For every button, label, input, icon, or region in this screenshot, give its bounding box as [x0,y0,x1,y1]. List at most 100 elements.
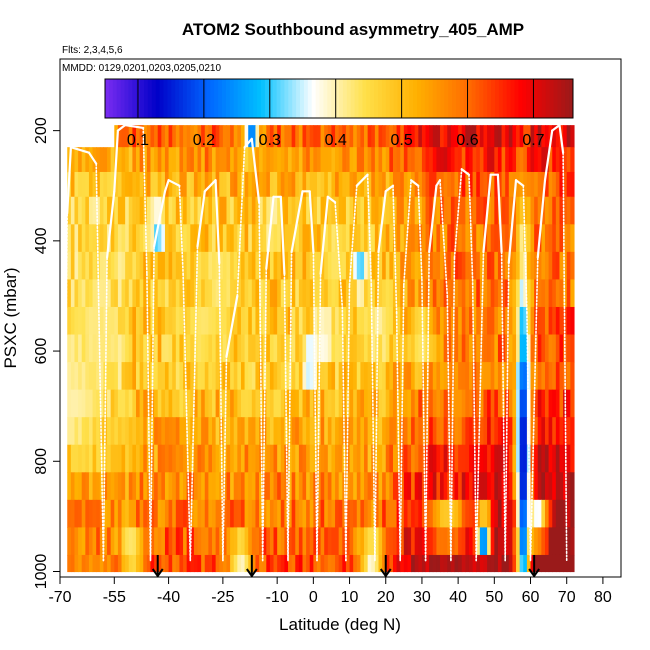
heatmap-cell [487,554,492,573]
heatmap-cell [447,251,452,281]
heatmap-cell [421,125,427,148]
heatmap-cell [327,224,333,253]
heatmap-cell [139,171,144,198]
heatmap-cell [128,472,133,501]
heatmap-cell [295,334,300,363]
heatmap-cell [432,362,438,391]
heatmap-cell [327,499,333,528]
heatmap-cell [313,251,318,281]
heatmap-cell [306,306,311,336]
heatmap-cell [570,251,575,281]
heatmap-cell [523,444,528,473]
heatmap-cell [505,306,510,336]
heatmap-cell [183,251,188,281]
heatmap-cell [555,171,561,198]
heatmap-cell [110,527,115,556]
heatmap-cell [175,224,181,253]
heatmap-cell [157,499,162,528]
heatmap-cell [193,444,199,473]
heatmap-cell [204,279,209,308]
heatmap-cell [360,125,365,148]
heatmap-cell [534,224,539,253]
heatmap-cell [472,527,477,556]
heatmap-cell [251,306,257,336]
heatmap-cell [175,472,181,501]
heatmap-cell [356,499,362,528]
heatmap-cell [331,147,336,173]
heatmap-cell [411,472,416,501]
heatmap-cell [74,444,79,473]
heatmap-cell [88,554,94,573]
heatmap-cell [309,306,314,336]
heatmap-cell [316,196,322,225]
heatmap-cell [219,527,224,556]
heatmap-cell [132,279,137,308]
heatmap-cell [320,306,325,336]
heatmap-cell [222,334,228,363]
heatmap-cell [88,147,94,173]
heatmap-cell [291,251,296,281]
heatmap-cell [345,279,351,308]
colorbar-swatch [561,79,566,118]
heatmap-cell [505,147,510,173]
heatmap-cell [237,499,242,528]
heatmap-cell [490,389,495,418]
heatmap-cell [479,472,485,501]
heatmap-cell [193,499,199,528]
heatmap-cell [266,147,271,173]
heatmap-cell [244,334,249,363]
heatmap-cell [316,472,322,501]
heatmap-cell [429,389,434,418]
heatmap-cell [385,251,390,281]
heatmap-cell [327,196,333,225]
heatmap-cell [110,224,115,253]
flight-track-segment [562,151,568,562]
heatmap-cell [136,389,141,418]
colorbar-swatch [565,79,570,118]
heatmap-cell [262,224,267,253]
heatmap-cell [392,389,398,418]
heatmap-cell [382,251,387,281]
heatmap-cell [407,417,412,446]
heatmap-cell [313,171,318,198]
heatmap-cell [555,251,561,281]
heatmap-cell [559,147,564,173]
heatmap-cell [280,417,285,446]
heatmap-cell [559,444,564,473]
heatmap-cell [164,417,170,446]
heatmap-cell [385,224,390,253]
heatmap-cell [331,251,336,281]
heatmap-cell [81,279,86,308]
heatmap-cell [338,196,343,225]
heatmap-cell [400,444,405,473]
heatmap-cell [125,224,130,253]
heatmap-cell [92,499,97,528]
heatmap-cell [121,279,126,308]
heatmap-cell [324,147,329,173]
heatmap-cell [487,472,492,501]
heatmap-cell [519,334,524,363]
heatmap-cell [302,251,307,281]
heatmap-cell [298,362,304,391]
heatmap-cell [280,171,285,198]
heatmap-cell [219,279,224,308]
heatmap-cell [403,444,409,473]
heatmap-cell [190,147,195,173]
heatmap-cell [240,472,246,501]
heatmap-cell [230,279,235,308]
heatmap-cell [204,306,209,336]
heatmap-cell [371,251,376,281]
heatmap-cell [313,527,318,556]
heatmap-cell [440,147,445,173]
heatmap-cell [193,196,199,225]
latitude-arrows [151,555,540,578]
colorbar-swatch [120,79,125,118]
heatmap-cell [295,125,300,148]
heatmap-cell [255,417,260,446]
heatmap-cell [143,224,148,253]
heatmap-cell [125,279,130,308]
heatmap-cell [374,499,380,528]
heatmap-cell [465,527,470,556]
heatmap-cell [99,147,105,173]
heatmap-cell [183,389,188,418]
